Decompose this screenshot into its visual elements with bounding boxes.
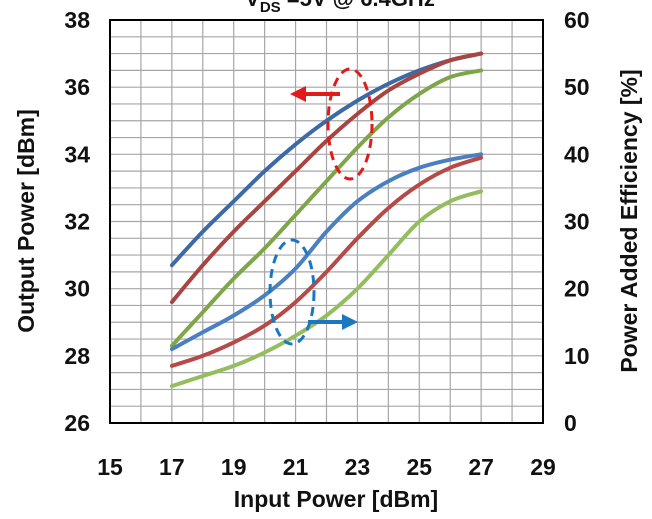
x-tick-label: 25 (406, 454, 432, 480)
x-tick-label: 23 (345, 454, 371, 480)
red-left-arrow (290, 86, 340, 102)
x-tick-label: 17 (159, 454, 185, 480)
blue-group-ellipse (268, 238, 316, 346)
x-tick-label: 27 (468, 454, 494, 480)
pae-series-line (169, 189, 484, 389)
y-tick-label: 36 (64, 74, 90, 100)
y-tick-label: 32 (64, 209, 90, 235)
chart-title: VDS =5V @ 6.4GHz (245, 0, 435, 16)
y2-tick-label: 60 (564, 7, 590, 33)
series-lines (169, 51, 484, 389)
y2-tick-label: 0 (564, 410, 577, 436)
chart-title-subscript: DS (260, 0, 281, 16)
y2-tick-label: 50 (564, 74, 590, 100)
x-tick-labels: 15 17 19 21 23 25 27 29 (97, 454, 556, 480)
y2-tick-label: 40 (564, 141, 590, 167)
plot-frame (109, 19, 544, 424)
x-tick-label: 19 (221, 454, 247, 480)
y2-tick-labels: 0 10 20 30 40 50 60 (564, 7, 590, 436)
y-tick-label: 34 (64, 141, 90, 167)
y2-axis-label: Power Added Efficiency [%] (616, 69, 642, 372)
y-tick-label: 26 (64, 410, 90, 436)
x-tick-label: 21 (283, 454, 309, 480)
chart-title-rest: =5V @ 6.4GHz (281, 0, 435, 11)
y-tick-label: 30 (64, 276, 90, 302)
pae-series-line (169, 152, 484, 352)
output-power-series-line (169, 68, 484, 348)
y2-tick-label: 20 (564, 276, 590, 302)
y2-tick-label: 30 (564, 209, 590, 235)
y-tick-labels: 26 28 30 32 34 36 38 (64, 7, 90, 436)
output-power-series-line (169, 51, 484, 305)
y-tick-label: 38 (64, 7, 90, 33)
x-tick-label: 29 (530, 454, 556, 480)
output-power-series-line (169, 51, 484, 268)
red-group-ellipse (326, 67, 374, 181)
x-tick-label: 15 (97, 454, 123, 480)
y2-tick-label: 10 (564, 343, 590, 369)
y-axis-label: Output Power [dBm] (13, 109, 39, 333)
pae-series-line (169, 155, 484, 368)
blue-right-arrow (308, 314, 358, 330)
y-tick-label: 28 (64, 343, 90, 369)
x-axis-label: Input Power [dBm] (234, 486, 438, 512)
